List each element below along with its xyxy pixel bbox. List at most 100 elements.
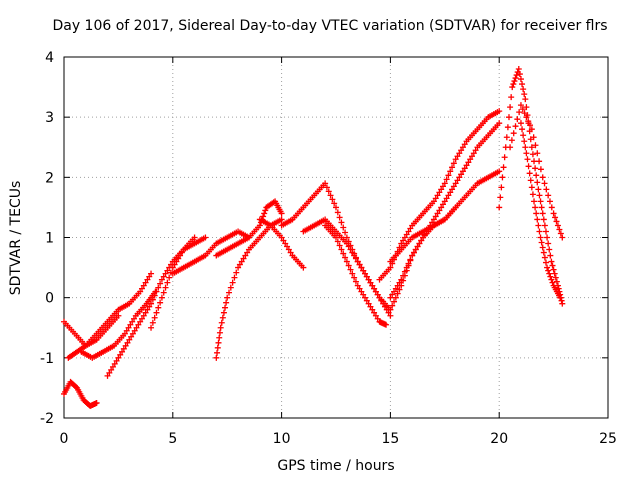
data-point [153,309,160,316]
data-point [410,249,417,256]
data-point [122,342,129,349]
data-point [217,324,224,331]
data-point [450,183,457,190]
data-point [430,198,437,205]
data-point [133,324,140,331]
data-point [284,243,291,250]
data-point [412,246,419,253]
data-point [472,147,479,154]
data-point [153,288,160,295]
series-track-A [61,270,155,349]
data-point [540,249,547,256]
data-point [216,334,223,341]
data-point [439,201,446,208]
data-point [285,246,292,253]
data-point [525,163,532,170]
data-point [162,270,169,277]
data-point [456,150,463,157]
data-point [383,321,390,328]
data-point [409,252,416,259]
data-point [438,186,445,193]
data-point [358,264,365,271]
data-point [445,172,452,179]
data-point [400,237,407,244]
data-point [531,158,538,165]
data-point [559,234,566,241]
data-point [445,192,452,199]
data-point [227,284,234,291]
data-point [178,249,185,256]
data-point [146,273,153,280]
data-point [546,198,553,205]
data-point [507,144,514,151]
data-point [354,282,361,289]
data-point [438,204,445,211]
data-point [459,144,466,151]
data-point [325,188,332,195]
data-point [214,344,221,351]
data-point [454,153,461,160]
data-point [512,75,519,82]
data-point [508,94,515,101]
series-track-B [61,378,100,409]
data-point [552,214,559,221]
series-track-C [65,312,122,361]
data-point [536,192,543,199]
data-point [223,299,230,306]
data-point [545,240,552,247]
series-track-L [300,204,459,313]
data-point [140,282,147,289]
data-point [517,102,524,109]
data-point [405,228,412,235]
data-point [454,177,461,184]
y-axis-label: SDTVAR / TECUs [8,181,24,296]
data-point [131,327,138,334]
data-point [536,228,543,235]
x-tick-label: 25 [599,431,617,447]
data-point [526,170,533,177]
data-point [351,274,358,281]
data-point [503,134,510,141]
data-point [282,240,289,247]
data-point [362,294,369,301]
data-point [525,118,532,125]
data-point [392,285,399,292]
data-point [546,270,553,277]
data-point [354,258,361,265]
x-tick-label: 5 [168,431,177,447]
data-point [510,130,517,137]
data-point [449,164,456,171]
data-point [392,294,399,301]
data-point [342,254,349,261]
y-tick-label: -1 [40,351,54,367]
data-point [127,321,134,328]
data-point [278,216,285,223]
data-point [532,204,539,211]
data-point [547,252,554,259]
data-point [115,354,122,361]
data-point [345,262,352,269]
data-point [441,180,448,187]
data-point [501,154,508,161]
data-point [160,289,167,296]
data-point [439,183,446,190]
data-point [162,284,169,291]
data-point [367,279,374,286]
data-point [539,210,546,217]
data-point [191,234,198,241]
data-point [496,108,503,115]
y-tick-label: 1 [45,231,54,247]
data-point [323,184,330,191]
data-point [125,324,132,331]
data-point [452,156,459,163]
data-point [202,234,209,241]
series-track-F [148,234,198,331]
data-point [349,270,356,277]
data-point [532,165,539,172]
data-point [104,372,111,379]
data-point [72,383,79,390]
data-point [135,321,142,328]
data-point [539,244,546,251]
data-point [403,231,410,238]
data-point [545,192,552,199]
